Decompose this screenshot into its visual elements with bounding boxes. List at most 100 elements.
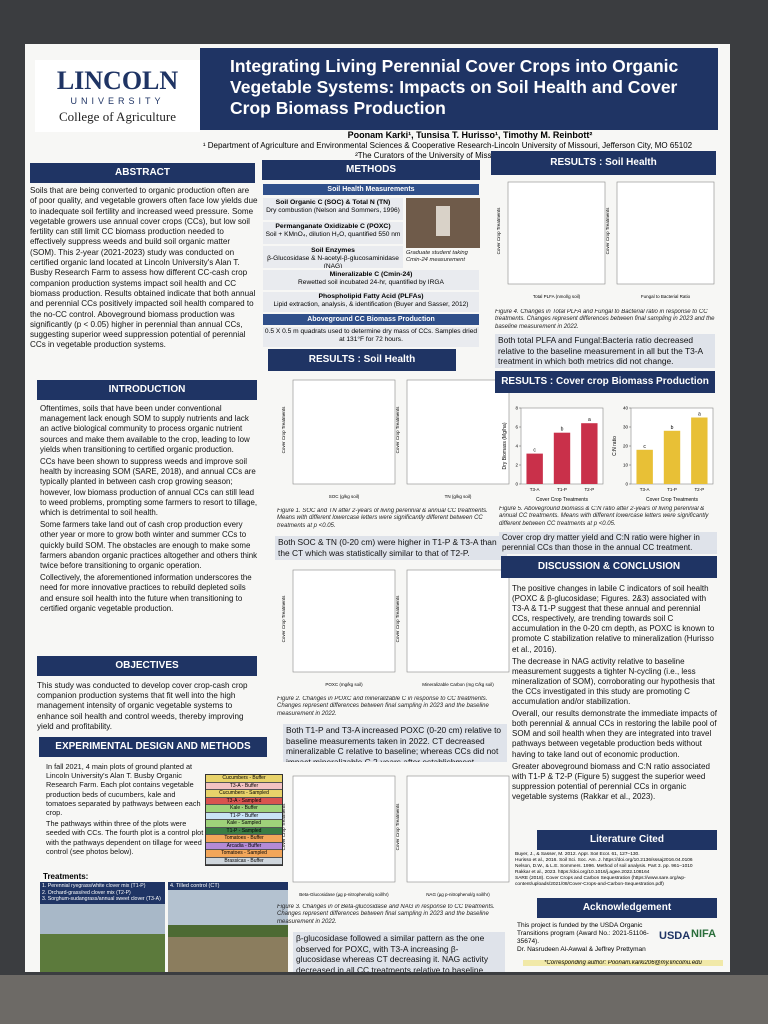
section-heading: INTRODUCTION xyxy=(37,380,257,400)
figure-3: Beta-Glucosidase (µg p-nitrophenol/g soi… xyxy=(281,775,510,897)
significance-letter: b xyxy=(671,425,674,431)
x-tick-label: T1-P xyxy=(557,487,567,492)
axis-label: SOC (g/kg soil) xyxy=(329,494,360,499)
plot-frame xyxy=(292,569,396,673)
section-heading: RESULTS : Soil Health xyxy=(268,349,456,371)
y-tick-label: 0 xyxy=(515,482,518,487)
y-tick-label: 6 xyxy=(515,425,518,430)
plot-row: T3-A - Sampled xyxy=(206,797,282,805)
plot-row: Tomatoes - Buffer xyxy=(206,835,282,843)
field-photo: 4. Tilled control (CT) xyxy=(168,882,288,972)
plot-row: Tomatoes - Sampled xyxy=(206,850,282,858)
subheading: Soil Health Measurements xyxy=(263,184,479,195)
reference: Nelson, D.W., & L.E. Sommers. 1996. Meth… xyxy=(515,864,693,869)
logo-name: LINCOLN xyxy=(56,66,179,95)
axis-label: Cover Crop Treatments xyxy=(281,803,286,851)
method-name: Mineralizable C (Cmin-24) xyxy=(329,271,413,278)
axis-label: Dry Biomass (Mg/ha) xyxy=(502,422,508,469)
significance-letter: c xyxy=(643,444,646,450)
y-tick-label: 4 xyxy=(515,444,518,449)
method-desc: 0.5 X 0.5 m quadrats used to determine d… xyxy=(264,328,478,343)
bullet: The pathways within three of the plots w… xyxy=(46,819,205,856)
section-heading: METHODS xyxy=(262,160,480,180)
method-item: Permanganate Oxidizable C (POXC) Soil + K… xyxy=(263,222,403,244)
figure-5b: 0 10 20 30 40 C:N ratio Cover Crop Treatments c… xyxy=(612,406,714,503)
reference: Hurisso et al., 2016. Soil Sci. Soc. Am.… xyxy=(515,858,693,863)
figure-4: Total PLFA (nmol/g soil) Cover Crop Treat… xyxy=(496,181,715,299)
abstract-text: Soils that are being converted to organi… xyxy=(30,186,258,350)
corresponding-author: *Corresponding author: Poonam.karki206@m… xyxy=(523,960,723,966)
method-desc: Lipid extraction, analysis, & identifica… xyxy=(273,301,469,308)
method-item: Mineralizable C (Cmin-24) Rewetted soil i… xyxy=(263,270,479,290)
figure-caption: Figure 1. SOC and TN after 2-years of li… xyxy=(277,508,488,529)
method-desc: β-Glucosidase & N-acetyl-β-glucosaminida… xyxy=(267,255,399,268)
axis-label: Cover Crop Treatments xyxy=(395,595,400,643)
y-tick-label: 2 xyxy=(515,463,518,468)
usda-logo: USDA xyxy=(659,930,691,942)
method-desc: Soil + KMnO₄, dilution H₂O, quantified 5… xyxy=(265,231,401,238)
plot-row: Kale - Buffer xyxy=(206,805,282,813)
reference: Buyer, J., & Sasser, M. 2012. Appl. Soil… xyxy=(515,852,640,857)
section-heading: RESULTS : Soil Health xyxy=(491,151,716,175)
treatments-heading: Treatments: xyxy=(43,872,89,881)
plot-row: Kale - Sampled xyxy=(206,820,282,828)
plot-row: T1-P - Sampled xyxy=(206,827,282,835)
treatment: 2. Orchard-grass/red clover mix (T2-P) xyxy=(42,889,131,896)
method-item: Phospholipid Fatty Acid (PLFAs) Lipid ext… xyxy=(263,292,479,312)
bullet: In fall 2021, 4 main plots of ground pla… xyxy=(46,762,205,817)
floor xyxy=(0,975,768,1024)
field-photo: 1. Perennial ryegrass/white clover mix (… xyxy=(40,882,165,972)
bar xyxy=(663,430,681,484)
affiliation: ²The Curators of the University of Misso… xyxy=(355,151,585,160)
plot-layout: Cucumbers - Buffer T3-A - Buffer Cucumbers… xyxy=(205,774,283,866)
method-desc: Rewetted soil incubated 24-hr, quantifie… xyxy=(298,279,444,286)
method-desc: Dry combustion (Nelson and Sommers, 1996… xyxy=(266,207,400,214)
treatment: 3. Sorghum-sudangrass/annual sweet clove… xyxy=(42,896,161,902)
axis-label: Cover Crop Treatments xyxy=(605,207,610,255)
figure-caption: Figure 2. Changes in POXC and mineraliza… xyxy=(277,696,489,717)
figure-1: SOC (g/kg soil) Cover Crop Treatments TN (… xyxy=(281,379,510,499)
axis-label: Cover Crop Treatments xyxy=(281,406,286,454)
section-heading: EXPERIMENTAL DESIGN AND METHODS xyxy=(39,737,267,757)
plot-frame xyxy=(406,379,510,485)
bullet: Overall, our results demonstrate the imm… xyxy=(512,709,719,759)
reference-list: Buyer, J., & Sasser, M. 2012. Appl. Soil… xyxy=(515,852,720,896)
ack-line: This project is funded by the USDA Organ… xyxy=(517,922,649,945)
result-text: Both total PLFA and Fungal:Bacteria rati… xyxy=(495,334,715,368)
figure-2: POXC (mg/kg soil) Cover Crop Treatments Mi… xyxy=(281,569,510,687)
method-name: Soil Organic C (SOC) & Total N (TN) xyxy=(275,199,391,206)
acknowledgement-text: This project is funded by the USDA Organ… xyxy=(517,922,657,958)
treatments-list: 1. Perennial ryegrass/white clover mix (… xyxy=(40,882,165,904)
x-tick-label: T2-P xyxy=(584,487,594,492)
method-item: Soil Enzymes β-Glucosidase & N-acetyl-β-g… xyxy=(263,246,403,268)
axis-label: NAG (µg p-nitrophenol/g soil/hr) xyxy=(426,892,490,897)
discussion-list: The positive changes in labile C indicat… xyxy=(503,584,719,826)
logo-college: College of Agriculture xyxy=(59,109,176,124)
result-text: Both T1-P and T3-A increased POXC (0-20 … xyxy=(283,724,507,762)
result-text: Both SOC & TN (0-20 cm) were higher in T… xyxy=(275,536,507,560)
section-heading: OBJECTIVES xyxy=(37,656,257,676)
section-heading: Literature Cited xyxy=(537,830,717,850)
section-heading: Acknowledgement xyxy=(537,898,717,918)
authors: Poonam Karki¹, Tunsisa T. Hurisso¹, Timo… xyxy=(347,130,593,140)
bar xyxy=(636,449,653,484)
lab-photo xyxy=(406,198,480,248)
bullet: The decrease in NAG activity relative to… xyxy=(512,657,719,707)
y-tick-label: 20 xyxy=(623,444,629,449)
figure-5a: 0 2 4 6 8 Dry Biomass (Mg/ha) Cover Crop Treat… xyxy=(502,406,604,503)
y-tick-label: 30 xyxy=(623,425,629,430)
method-item: Soil Organic C (SOC) & Total N (TN) Dry c… xyxy=(263,198,403,220)
method-name: Soil Enzymes xyxy=(311,247,355,254)
intro-list: Oftentimes, soils that have been under c… xyxy=(31,404,259,654)
method-name: Permanganate Oxidizable C (POXC) xyxy=(275,223,391,230)
title: Integrating Living Perennial Cover Crops… xyxy=(200,48,718,130)
axis-label: Beta-Glucosidase (µg p-nitrophenol/g soi… xyxy=(299,892,389,897)
plot-frame xyxy=(292,379,396,485)
plot-row: Cucumbers - Buffer xyxy=(206,775,282,783)
bullet: Some farmers take land out of cash crop … xyxy=(40,520,259,571)
significance-letter: b xyxy=(561,427,564,433)
bullet: Oftentimes, soils that have been under c… xyxy=(40,404,259,455)
plot-row: T3-A - Buffer xyxy=(206,782,282,790)
bar xyxy=(526,453,543,484)
x-tick-label: T3-A xyxy=(530,487,540,492)
